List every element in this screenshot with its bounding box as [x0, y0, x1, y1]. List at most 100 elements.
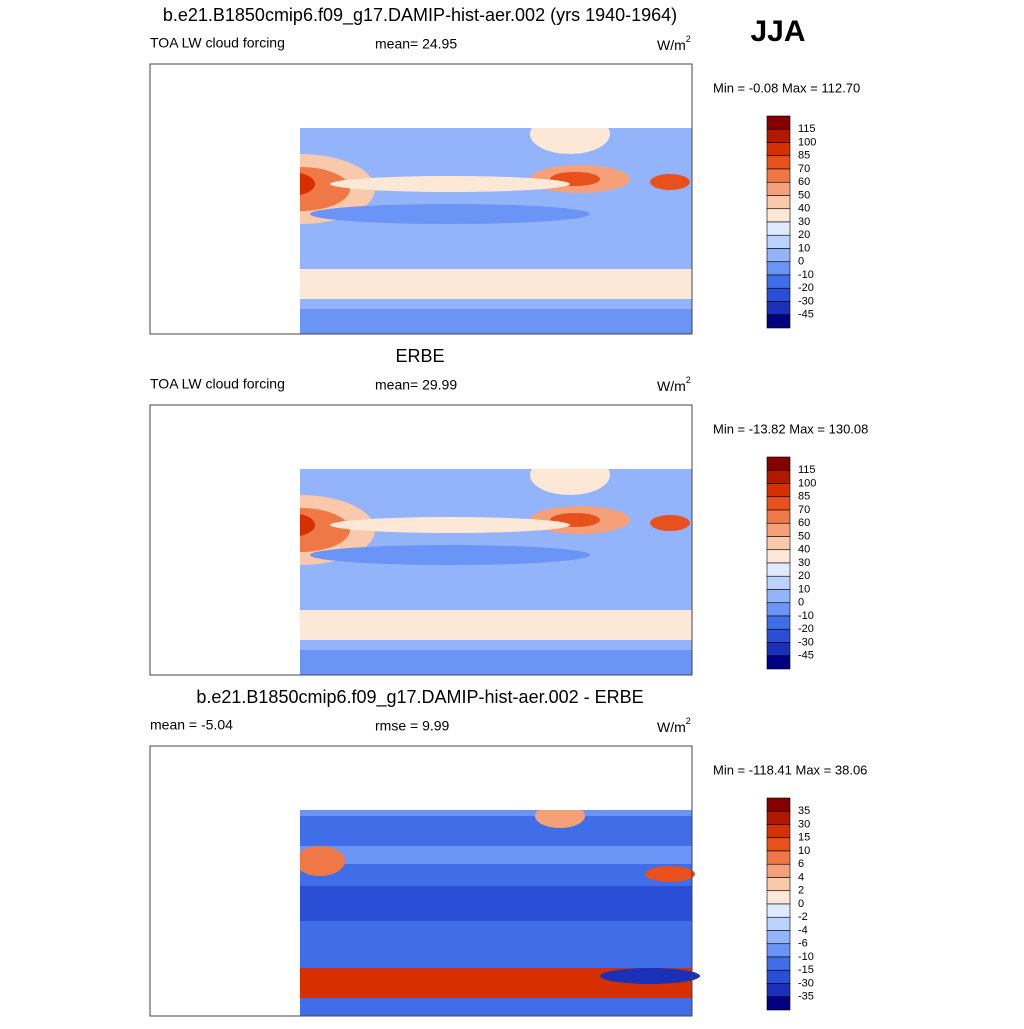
colorbar-label: 0	[798, 898, 804, 910]
colorbar-box	[766, 168, 791, 183]
center-label: rmse = 9.99	[375, 718, 450, 734]
colorbar-box	[766, 930, 791, 945]
colorbar-label: 4	[798, 871, 804, 883]
colorbar-label: 35	[798, 805, 810, 817]
colorbar-box	[766, 996, 791, 1011]
colorbar-box	[766, 956, 791, 971]
map-frame	[149, 745, 693, 1017]
colorbar-box	[766, 575, 791, 590]
colorbar-label: -30	[798, 977, 814, 989]
colorbar-box	[766, 128, 791, 143]
colorbar-label: 85	[798, 491, 810, 503]
units-text: W/m	[657, 37, 686, 53]
colorbar-box	[766, 496, 791, 511]
colorbar-box	[766, 483, 791, 498]
colorbar-box	[766, 628, 791, 643]
colorbar-box	[766, 155, 791, 170]
colorbar-label: -6	[798, 938, 808, 950]
units: W/m2	[657, 716, 691, 734]
colorbar-label: 10	[798, 845, 810, 857]
colorbar-label: 10	[798, 242, 810, 254]
units-text: W/m	[657, 719, 686, 735]
colorbar-label: 60	[798, 176, 810, 188]
map-frame	[149, 404, 693, 676]
left-label: TOA LW cloud forcing	[150, 35, 285, 51]
colorbar-box	[766, 943, 791, 958]
colorbar-label: -10	[798, 610, 814, 622]
colorbar-label: 40	[798, 203, 810, 215]
panel: ERBE TOA LW cloud forcing mean= 29.99 W/m2 M…	[149, 346, 868, 676]
colorbar-label: 70	[798, 504, 810, 516]
colorbar-box	[766, 181, 791, 196]
colorbar-box	[766, 115, 791, 130]
colorbar-box	[766, 863, 791, 878]
left-label: TOA LW cloud forcing	[150, 376, 285, 392]
colorbar-label: -45	[798, 309, 814, 321]
colorbar-box	[766, 916, 791, 931]
colorbar-box	[766, 142, 791, 157]
colorbar-label: -15	[798, 964, 814, 976]
colorbar-box	[766, 562, 791, 577]
colorbar-label: -10	[798, 269, 814, 281]
colorbar-box	[766, 850, 791, 865]
map	[149, 404, 693, 676]
center-label: mean= 29.99	[375, 377, 457, 393]
colorbar-box	[766, 248, 791, 263]
colorbar-label: 40	[798, 544, 810, 556]
range-label: Min = -13.82 Max = 130.08	[713, 421, 868, 436]
map	[149, 63, 693, 335]
colorbar-label: 115	[798, 464, 816, 476]
colorbar-label: 70	[798, 163, 810, 175]
colorbar-box	[766, 969, 791, 984]
colorbar-box	[766, 642, 791, 657]
map-field	[150, 405, 692, 675]
center-label: mean= 24.95	[375, 36, 457, 52]
colorbar-box	[766, 536, 791, 551]
colorbar-box	[766, 509, 791, 524]
colorbar-label: 60	[798, 517, 810, 529]
units-power: 2	[686, 34, 691, 44]
units-power: 2	[686, 375, 691, 385]
range-label: Min = -0.08 Max = 112.70	[713, 80, 860, 95]
colorbar-label: -20	[798, 282, 814, 294]
left-label: mean = -5.04	[150, 717, 233, 733]
colorbar-label: -35	[798, 991, 814, 1003]
map-field	[150, 746, 692, 1016]
map-field	[150, 64, 692, 334]
panel: b.e21.B1850cmip6.f09_g17.DAMIP-hist-aer.…	[149, 687, 867, 1017]
colorbar-label: 50	[798, 189, 810, 201]
colorbar-box	[766, 589, 791, 604]
colorbar-box	[766, 195, 791, 210]
colorbar-label: 115	[798, 123, 816, 135]
colorbar-box	[766, 456, 791, 471]
colorbar-box	[766, 903, 791, 918]
colorbar-label: 20	[798, 570, 810, 582]
colorbar-label: -30	[798, 295, 814, 307]
colorbar-box	[766, 655, 791, 670]
colorbar-box	[766, 810, 791, 825]
figure-label: JJA	[750, 15, 805, 48]
colorbar-label: -45	[798, 650, 814, 662]
panel-title: b.e21.B1850cmip6.f09_g17.DAMIP-hist-aer.…	[163, 5, 677, 26]
map	[149, 745, 693, 1017]
colorbar-label: 100	[798, 136, 816, 148]
colorbar-label: 85	[798, 150, 810, 162]
colorbar-label: -10	[798, 951, 814, 963]
colorbar-box	[766, 234, 791, 249]
colorbar-box	[766, 469, 791, 484]
colorbar-box	[766, 890, 791, 905]
colorbar-label: -30	[798, 636, 814, 648]
colorbar-label: 0	[798, 597, 804, 609]
colorbar-label: 15	[798, 832, 810, 844]
colorbar-label: -2	[798, 911, 808, 923]
range-label: Min = -118.41 Max = 38.06	[713, 762, 867, 777]
colorbar-box	[766, 602, 791, 617]
panel: b.e21.B1850cmip6.f09_g17.DAMIP-hist-aer.…	[149, 5, 860, 335]
units: W/m2	[657, 375, 691, 393]
colorbar-box	[766, 287, 791, 302]
colorbar-box	[766, 877, 791, 892]
units: W/m2	[657, 34, 691, 52]
colorbar-label: 10	[798, 583, 810, 595]
panel-title: ERBE	[395, 346, 444, 366]
